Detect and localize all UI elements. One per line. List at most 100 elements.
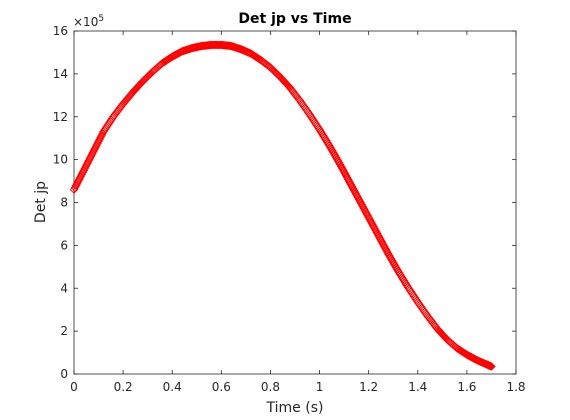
data-point xyxy=(387,254,396,264)
data-point xyxy=(338,165,348,175)
y-tick-label: 4 xyxy=(60,281,68,295)
y-tick-label: 12 xyxy=(53,110,68,124)
y-axis-label: Det jp xyxy=(33,181,49,223)
data-point xyxy=(368,220,377,230)
data-point xyxy=(335,160,345,169)
data-point xyxy=(349,185,359,195)
data-point xyxy=(350,187,360,197)
data-point xyxy=(377,236,386,246)
data-point xyxy=(336,162,346,171)
y-exponent-base: ×10 xyxy=(73,15,98,29)
data-point xyxy=(355,196,365,206)
data-point xyxy=(370,224,379,233)
y-tick-label: 16 xyxy=(53,24,68,38)
data-point xyxy=(346,180,356,189)
x-axis-label: Time (s) xyxy=(266,400,324,416)
x-tick-label: 0.6 xyxy=(212,380,231,394)
y-exponent-power: 5 xyxy=(98,14,104,24)
data-point xyxy=(232,43,242,53)
data-point xyxy=(181,45,191,55)
x-tick-label: 0 xyxy=(70,380,78,394)
data-point xyxy=(361,207,370,217)
data-markers xyxy=(69,40,496,371)
data-point xyxy=(367,218,376,228)
data-point xyxy=(345,178,355,188)
data-point xyxy=(98,129,107,138)
data-point xyxy=(386,253,395,262)
data-point xyxy=(383,247,392,257)
y-tick-label: 14 xyxy=(53,67,68,81)
data-point xyxy=(379,240,388,250)
data-point xyxy=(137,78,147,87)
data-point xyxy=(389,260,399,269)
data-point xyxy=(333,156,343,166)
data-point xyxy=(373,229,382,239)
data-point xyxy=(347,182,357,191)
data-point xyxy=(369,222,378,231)
data-point xyxy=(332,155,342,164)
data-point xyxy=(371,226,380,235)
x-tick-label: 0.8 xyxy=(261,380,280,394)
data-point xyxy=(342,173,352,182)
data-point xyxy=(486,362,496,371)
y-tick-label: 0 xyxy=(60,367,68,381)
data-point xyxy=(388,256,397,266)
data-point xyxy=(372,227,381,237)
data-point xyxy=(380,242,389,251)
data-point xyxy=(358,202,368,211)
data-point xyxy=(362,209,371,219)
data-point xyxy=(356,198,366,208)
y-exponent-label: ×105 xyxy=(73,14,104,29)
y-tick-label: 10 xyxy=(53,153,68,167)
data-point xyxy=(326,143,335,152)
data-point xyxy=(212,40,221,50)
plot-area xyxy=(73,30,517,375)
data-point xyxy=(363,211,372,220)
data-point xyxy=(360,205,369,215)
y-tick-label: 8 xyxy=(60,196,68,210)
data-point xyxy=(343,175,353,184)
data-point xyxy=(235,44,245,54)
data-point xyxy=(348,184,358,193)
data-point xyxy=(352,191,362,200)
x-tick-label: 1.8 xyxy=(506,380,525,394)
data-point xyxy=(391,263,401,272)
data-point xyxy=(381,244,390,253)
data-point xyxy=(329,148,338,157)
y-tick-label: 2 xyxy=(60,324,68,338)
data-point xyxy=(332,153,341,162)
data-point xyxy=(388,258,398,267)
x-tick-label: 1.4 xyxy=(408,380,427,394)
data-point xyxy=(127,89,137,98)
data-point xyxy=(351,189,361,199)
data-point xyxy=(385,251,394,260)
chart-title: Det jp vs Time xyxy=(238,11,351,27)
data-point xyxy=(191,43,201,52)
data-point xyxy=(365,215,374,224)
data-point xyxy=(330,150,339,159)
data-point xyxy=(222,41,232,50)
data-point xyxy=(339,167,349,177)
data-point xyxy=(366,216,375,226)
data-point xyxy=(375,233,384,242)
data-point xyxy=(382,246,391,255)
data-point xyxy=(337,164,347,173)
data-point xyxy=(378,238,387,248)
axis-ticks: 0 0.2 0.4 0.6 0.8 1 1.2 1.4 1.6 1.8 0 2 4 6 8 10 12 14 16 xyxy=(53,24,526,394)
data-point xyxy=(324,139,333,149)
data-point xyxy=(341,171,351,180)
x-tick-label: 0.4 xyxy=(163,380,182,394)
data-point xyxy=(328,146,337,156)
data-point xyxy=(376,235,385,244)
data-point xyxy=(390,261,400,271)
data-point xyxy=(331,151,340,161)
data-point xyxy=(340,169,350,179)
data-point xyxy=(327,144,336,154)
x-tick-label: 1.2 xyxy=(359,380,378,394)
data-point xyxy=(359,204,368,213)
x-tick-label: 0.2 xyxy=(114,380,133,394)
data-point xyxy=(392,265,402,274)
data-point xyxy=(357,200,367,209)
